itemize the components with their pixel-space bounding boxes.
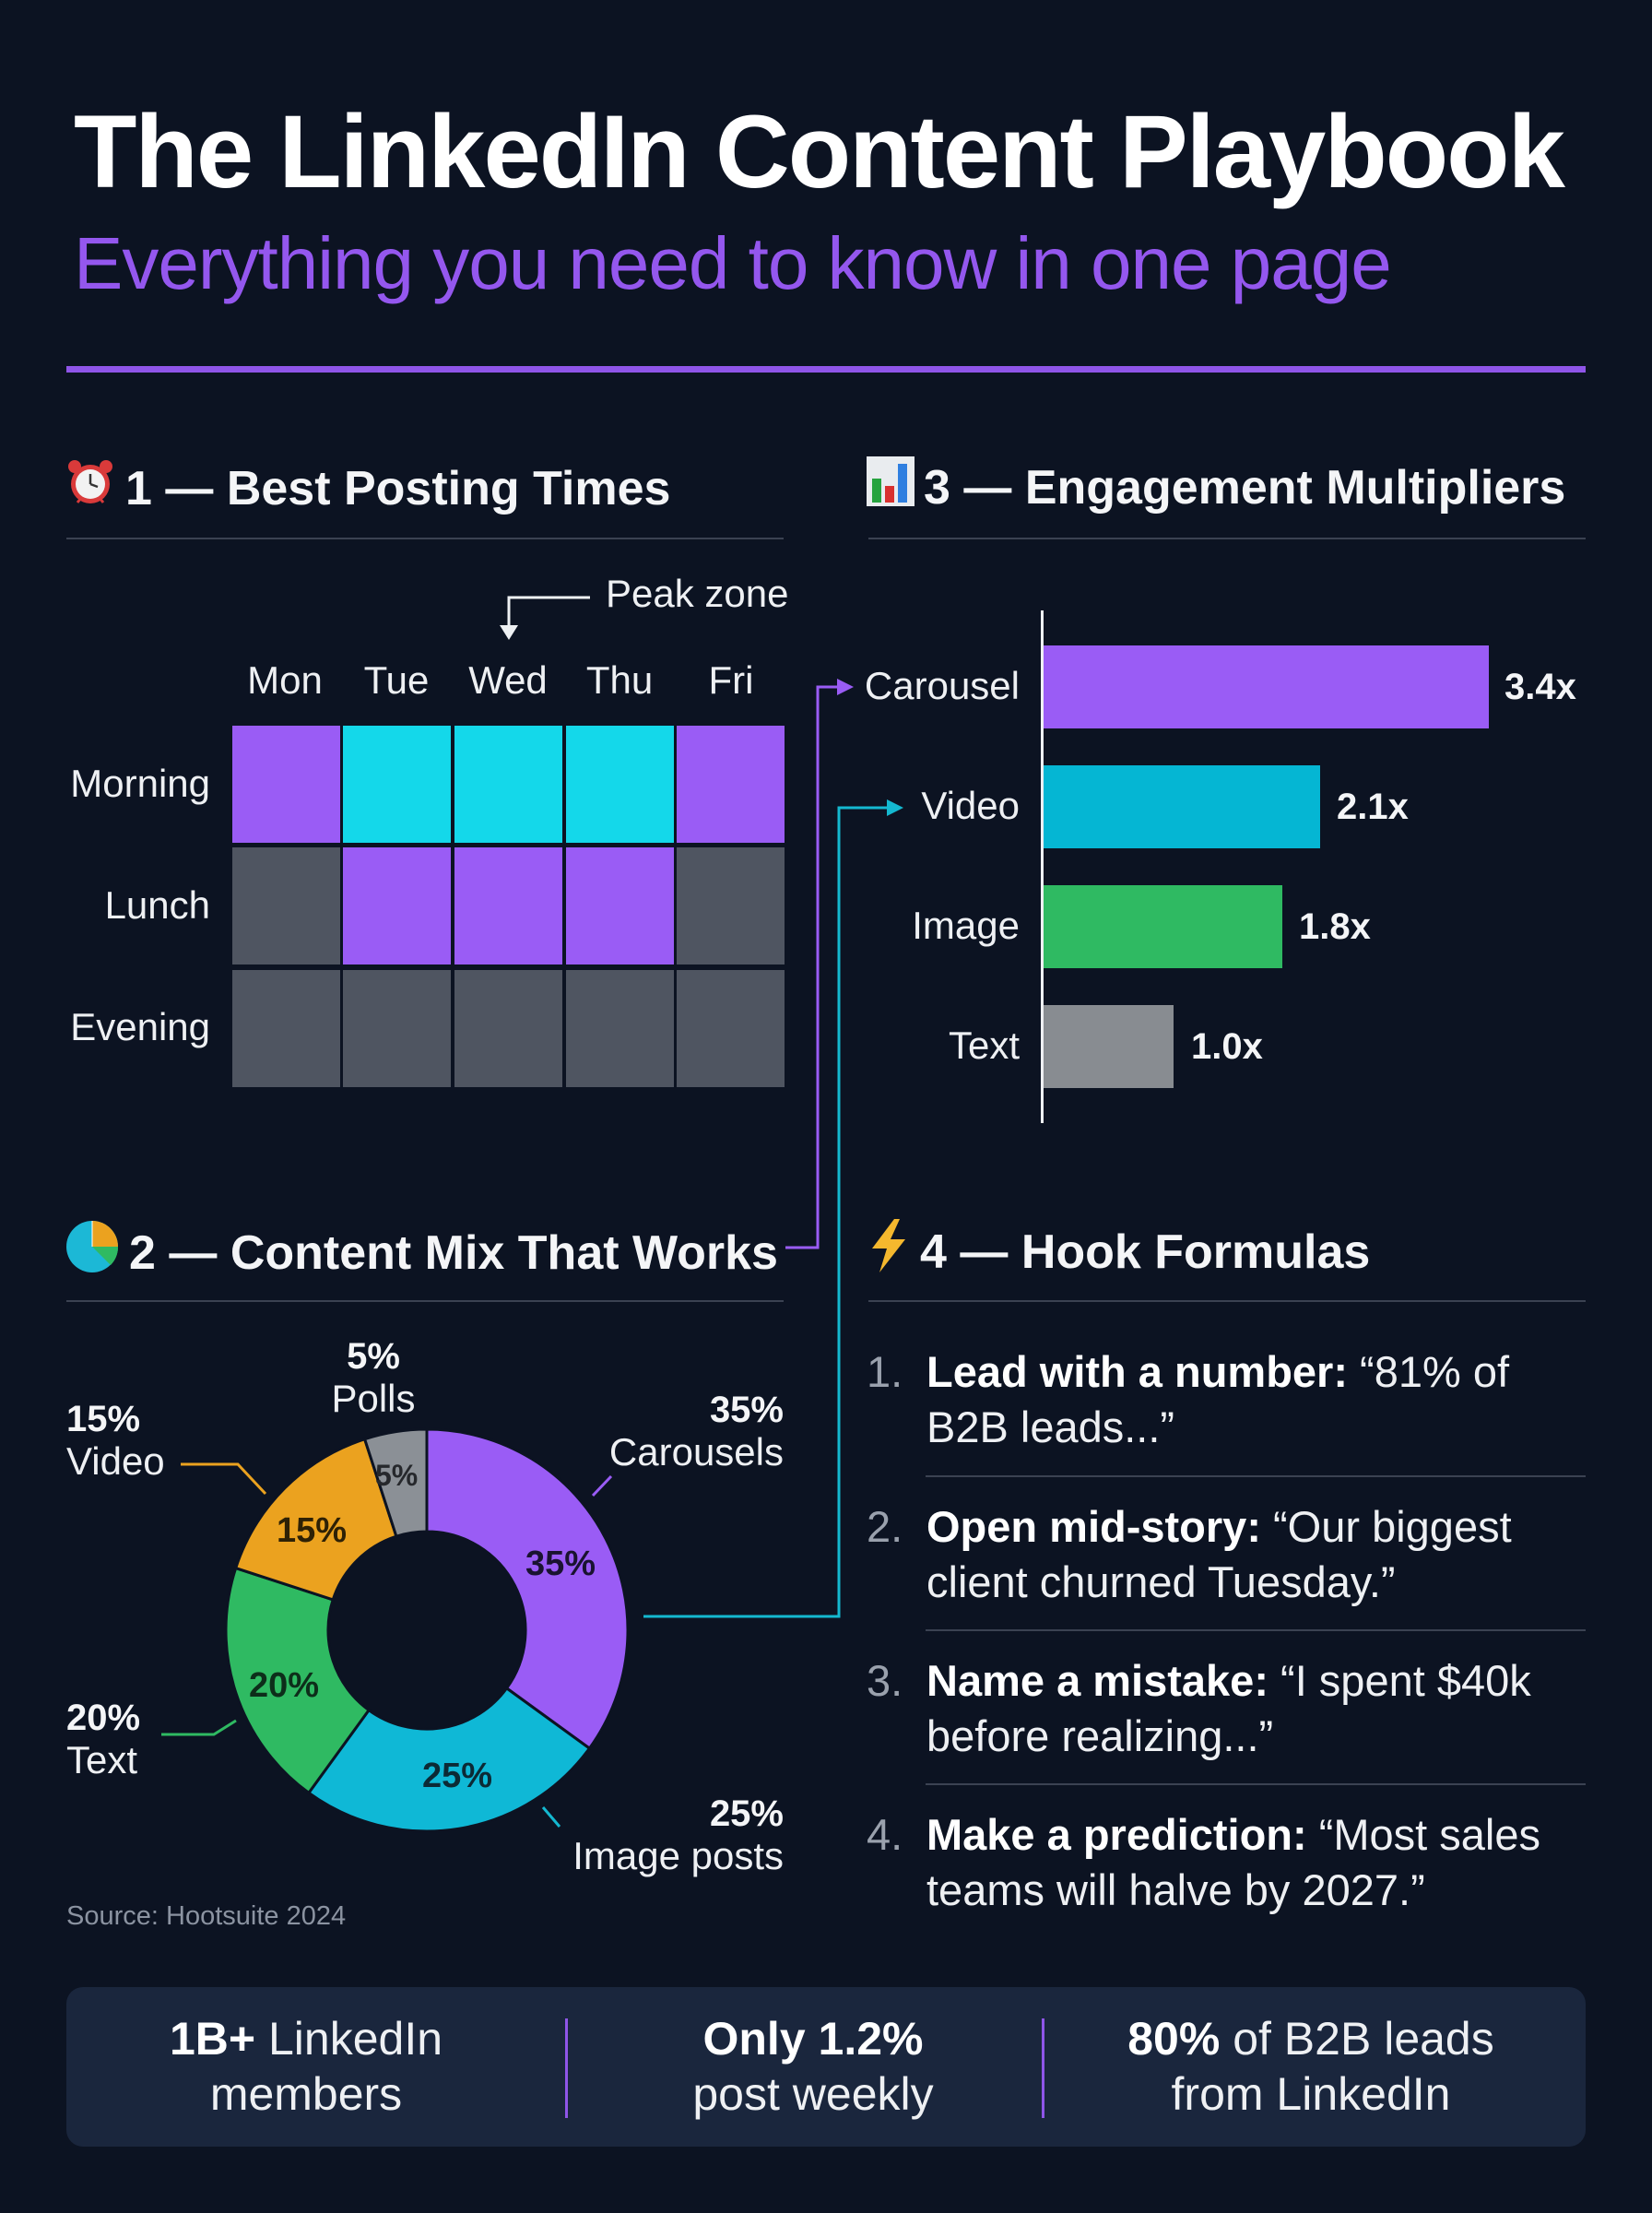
day-label: Fri [708,658,754,702]
bar-text [1044,1005,1174,1088]
donut-inner-label-polls: 5% [375,1459,419,1492]
heatmap-cell-tue-lunch [343,847,451,964]
heatmap-cell-tue-evening [343,970,451,1087]
bar-label-video: Video [921,784,1020,827]
heatmap-cell-fri-morning [677,726,785,843]
pie-chart-icon [65,1219,120,1286]
section-heading-engagement: 3 — Engagement Multipliers [867,456,1565,518]
bar-value-text: 1.0x [1191,1026,1263,1067]
stat-divider [565,2018,568,2118]
source-note: Source: Hootsuite 2024 [66,1901,347,1931]
slot-label: Evening [70,1005,210,1048]
heatmap-cell-mon-evening [232,970,340,1087]
hook-divider [926,1783,1586,1785]
stat-members: 1B+ LinkedIn members [169,2013,443,2120]
slot-label: Lunch [104,883,210,927]
donut-inner-label-image: 25% [422,1757,493,1795]
heatmap-cell-wed-morning [454,726,562,843]
content-mix-donut [224,1427,630,1833]
stat-b2b-leads: 80% of B2B leads from LinkedIn [1127,2013,1494,2120]
stats-footer: 1B+ LinkedIn members Only 1.2% post week… [66,1987,1586,2147]
stat-divider [1042,2018,1044,2118]
heatmap-cell-wed-evening [454,970,562,1087]
donut-inner-label-text: 20% [249,1666,320,1705]
day-label: Mon [247,658,323,702]
day-label: Wed [468,658,548,702]
bar-chart-axis [1041,610,1044,1123]
peak-zone-label: Peak zone [606,572,789,615]
donut-inner-label-video: 15% [277,1511,348,1550]
section-divider [868,538,1586,539]
alarm-clock-icon [65,456,116,520]
donut-outer-label-text: 20% Text [66,1698,141,1781]
section-divider [868,1300,1586,1302]
bar-chart-icon [867,456,914,518]
slot-label: Morning [70,762,210,805]
header-divider [66,366,1586,373]
peak-zone-arrow-icon [500,596,590,640]
heatmap-cell-mon-lunch [232,847,340,964]
heatmap-cell-mon-morning [232,726,340,843]
donut-outer-label-video: 15% Video [66,1399,165,1483]
donut-inner-label-carousels: 35% [525,1544,596,1583]
section-heading-content-mix: 2 — Content Mix That Works [65,1219,778,1286]
day-label: Thu [585,658,654,702]
page-subtitle: Everything you need to know in one page [74,222,1392,304]
section-divider [66,1300,784,1302]
heatmap-cell-wed-lunch [454,847,562,964]
hook-divider [926,1629,1586,1631]
heatmap-cell-thu-lunch [566,847,674,964]
heatmap-cell-thu-morning [566,726,674,843]
bar-label-carousel: Carousel [864,664,1020,707]
bar-value-carousel: 3.4x [1504,667,1576,707]
bar-video [1044,765,1320,848]
bar-image [1044,885,1282,968]
heatmap-cell-tue-morning [343,726,451,843]
bar-value-video: 2.1x [1337,787,1409,827]
heatmap-cell-thu-evening [566,970,674,1087]
lightning-icon [867,1219,911,1284]
donut-outer-label-carousels: 35% Carousels [608,1390,784,1473]
heatmap-cell-fri-lunch [677,847,785,964]
day-label: Tue [363,658,430,702]
section-heading-hooks: 4 — Hook Formulas [867,1219,1370,1284]
section-divider [66,538,784,539]
bar-label-image: Image [912,904,1020,947]
bar-carousel [1044,645,1489,728]
section-heading-posting-times: 1 — Best Posting Times [65,456,670,520]
bar-label-text: Text [948,1024,1020,1067]
donut-outer-label-image-posts: 25% Image posts [572,1793,784,1877]
stat-post-weekly: Only 1.2% post weekly [692,2013,934,2120]
hook-divider [926,1475,1586,1477]
donut-outer-label-polls: 5% Polls [331,1336,416,1420]
heatmap-cell-fri-evening [677,970,785,1087]
bar-value-image: 1.8x [1299,906,1371,947]
page-title: The LinkedIn Content Playbook [74,94,1565,209]
